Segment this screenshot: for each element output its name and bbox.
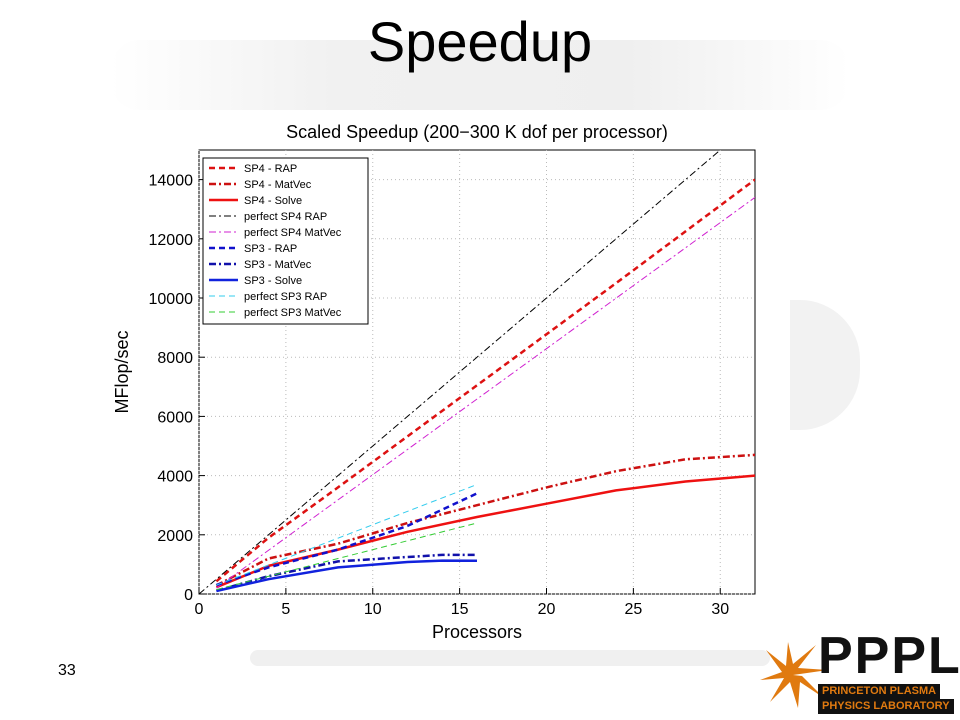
legend-label-perfect-sp3-rap: perfect SP3 RAP <box>244 291 327 303</box>
axis-ticks: 0 5 10 15 20 25 30 0 2000 4000 6000 8000 10000 12000 1… <box>149 173 730 618</box>
y-tick-label: 0 <box>184 587 193 604</box>
chart-title: Scaled Speedup (200−300 K dof per proces… <box>286 122 668 142</box>
starburst-icon <box>760 642 828 708</box>
series-line-sp4-solve <box>215 474 755 589</box>
series-line-sp4-matvec <box>215 453 755 587</box>
series-line-perfect-sp4-matvec <box>216 196 755 589</box>
y-tick-label: 14000 <box>149 173 194 190</box>
y-tick-label: 2000 <box>157 528 193 545</box>
slide-title: Speedup <box>367 10 593 73</box>
x-tick-label: 15 <box>451 601 469 618</box>
series-line-sp3-solve <box>216 559 478 593</box>
legend-label-sp3-rap: SP3 - RAP <box>244 243 297 255</box>
legend-label-sp3-matvec: SP3 - MatVec <box>244 259 312 271</box>
y-axis-label: MFlop/sec <box>112 330 132 413</box>
legend-label-perfect-sp3-matvec: perfect SP3 MatVec <box>244 307 342 319</box>
x-tick-label: 30 <box>711 601 729 618</box>
series-line-perfect-sp4-rap <box>199 150 721 594</box>
series-line-sp3-rap <box>215 492 478 587</box>
logo-line-2: PHYSICS LABORATORY <box>818 699 954 714</box>
x-tick-label: 0 <box>195 601 204 618</box>
series-lines <box>199 150 755 594</box>
y-tick-label: 4000 <box>157 469 193 486</box>
legend-label-perfect-sp4-rap: perfect SP4 RAP <box>244 211 327 223</box>
x-tick-label: 10 <box>364 601 382 618</box>
logo-line-1: PRINCETON PLASMA <box>818 684 941 699</box>
x-tick-label: 5 <box>281 601 290 618</box>
background-watermark-bottom <box>250 650 770 666</box>
series-line-perfect-sp3-rap <box>216 484 478 586</box>
pppl-logo: PPPL PRINCETON PLASMA PHYSICS LABORATORY <box>758 627 960 715</box>
slide-number: 33 <box>58 662 76 679</box>
legend-label-perfect-sp4-matvec: perfect SP4 MatVec <box>244 227 342 239</box>
y-tick-label: 6000 <box>157 409 193 426</box>
x-tick-label: 25 <box>624 601 642 618</box>
y-tick-label: 12000 <box>149 232 194 249</box>
series-line-perfect-sp3-matvec <box>216 522 478 591</box>
legend: SP4 - RAP SP4 - MatVec SP4 - Solve perfect … <box>202 157 369 325</box>
legend-label-sp4-solve: SP4 - Solve <box>244 195 302 207</box>
x-tick-label: 20 <box>538 601 556 618</box>
logo-letters: PPPL <box>818 627 960 685</box>
legend-label-sp4-matvec: SP4 - MatVec <box>244 179 312 191</box>
y-tick-label: 10000 <box>149 291 194 308</box>
background-watermark-top <box>110 40 850 110</box>
legend-label-sp3-solve: SP3 - Solve <box>244 275 302 287</box>
legend-label-sp4-rap: SP4 - RAP <box>244 163 297 175</box>
y-tick-label: 8000 <box>157 350 193 367</box>
x-axis-label: Processors <box>432 622 522 642</box>
